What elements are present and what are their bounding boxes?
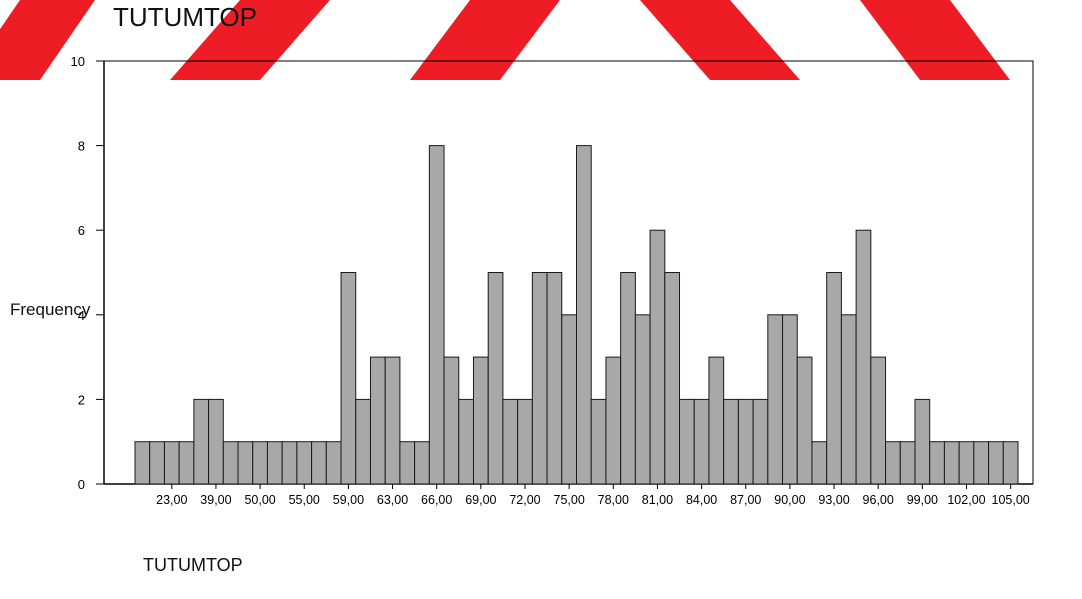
x-tick-label: 78,00 <box>598 493 629 507</box>
histogram-bar <box>296 441 313 485</box>
histogram-bar <box>973 441 990 485</box>
x-tick-label: 39,00 <box>200 493 231 507</box>
histogram-bar <box>796 356 813 485</box>
histogram-bar <box>384 356 401 485</box>
histogram-bar <box>237 441 254 485</box>
histogram-bar <box>782 314 798 485</box>
x-tick-label: 72,00 <box>509 493 540 507</box>
x-tick-label: 99,00 <box>907 493 938 507</box>
histogram-bar <box>487 272 504 485</box>
histogram-bar <box>723 398 739 485</box>
histogram-bar <box>988 441 1004 485</box>
histogram-bar <box>605 356 622 485</box>
histogram-bar <box>443 356 460 485</box>
x-tick-label: 75,00 <box>554 493 585 507</box>
histogram-bar <box>472 356 489 485</box>
x-tick-label: 69,00 <box>465 493 496 507</box>
histogram-bar <box>811 441 828 485</box>
histogram-bar <box>693 398 710 485</box>
histogram-bar <box>311 441 327 485</box>
x-tick-label: 50,00 <box>244 493 275 507</box>
y-tick-label: 10 <box>71 54 85 69</box>
histogram-bar <box>134 441 151 485</box>
x-tick-label: 87,00 <box>730 493 761 507</box>
chart-title: TUTUMTOP <box>113 2 257 32</box>
y-tick-label: 6 <box>78 223 85 238</box>
histogram-bar <box>737 398 754 485</box>
x-tick-label: 84,00 <box>686 493 717 507</box>
x-tick-label: 63,00 <box>377 493 408 507</box>
histogram-bar <box>531 272 548 485</box>
histogram-bar <box>208 398 224 485</box>
histogram-bar <box>458 398 474 485</box>
x-tick-label: 105,00 <box>992 493 1030 507</box>
x-tick-label: 93,00 <box>818 493 849 507</box>
histogram-bar <box>561 314 577 485</box>
histogram-bar <box>679 398 695 485</box>
histogram-bar <box>1002 441 1019 485</box>
y-tick-label: 4 <box>78 308 85 323</box>
histogram-bar <box>929 441 945 485</box>
histogram-bar <box>517 398 533 485</box>
histogram-bar <box>252 441 268 485</box>
x-tick-label: 59,00 <box>333 493 364 507</box>
histogram-bar <box>149 441 165 485</box>
y-tick-label: 8 <box>78 139 85 154</box>
histogram-bar <box>943 441 960 485</box>
x-tick-label: 66,00 <box>421 493 452 507</box>
histogram-bar <box>826 272 842 485</box>
histogram-bar <box>163 441 180 485</box>
histogram-bar <box>369 356 386 485</box>
y-tick-label: 2 <box>78 392 85 407</box>
x-tick-label: 55,00 <box>289 493 320 507</box>
histogram-bar <box>752 398 769 485</box>
x-tick-label: 81,00 <box>642 493 673 507</box>
histogram-bar <box>399 441 416 485</box>
histogram-bar <box>958 441 975 485</box>
histogram-bar <box>708 356 725 485</box>
histogram-bar <box>590 398 607 485</box>
histogram-bar <box>840 314 857 485</box>
y-tick-label: 0 <box>78 477 85 492</box>
histogram-bar <box>428 145 445 485</box>
histogram-bar <box>885 441 901 485</box>
histogram-bar <box>576 145 592 485</box>
histogram-bar <box>899 441 916 485</box>
histogram-bar <box>266 441 283 485</box>
histogram-bar <box>502 398 519 485</box>
histogram-bar <box>281 441 298 485</box>
x-axis-title: TUTUMTOP <box>143 555 243 575</box>
histogram-bar <box>178 441 195 485</box>
histogram-bar <box>620 272 636 485</box>
histogram-bar <box>855 229 872 485</box>
histogram-bar <box>222 441 239 485</box>
histogram-bar <box>649 229 666 485</box>
histogram-bar <box>546 272 563 485</box>
histogram-bar <box>634 314 651 485</box>
histogram-bar <box>355 398 371 485</box>
histogram-bar <box>870 356 887 485</box>
histogram-bar <box>193 398 210 485</box>
x-tick-label: 23,00 <box>156 493 187 507</box>
histogram-bar <box>340 272 357 485</box>
x-tick-label: 90,00 <box>774 493 805 507</box>
x-tick-label: 102,00 <box>947 493 985 507</box>
histogram-bar <box>664 272 681 485</box>
y-axis-title: Frequency <box>10 300 91 319</box>
histogram-bar <box>325 441 342 485</box>
histogram-bar <box>414 441 430 485</box>
histogram-bar <box>914 398 931 485</box>
x-tick-label: 96,00 <box>863 493 894 507</box>
histogram-bar <box>767 314 784 485</box>
